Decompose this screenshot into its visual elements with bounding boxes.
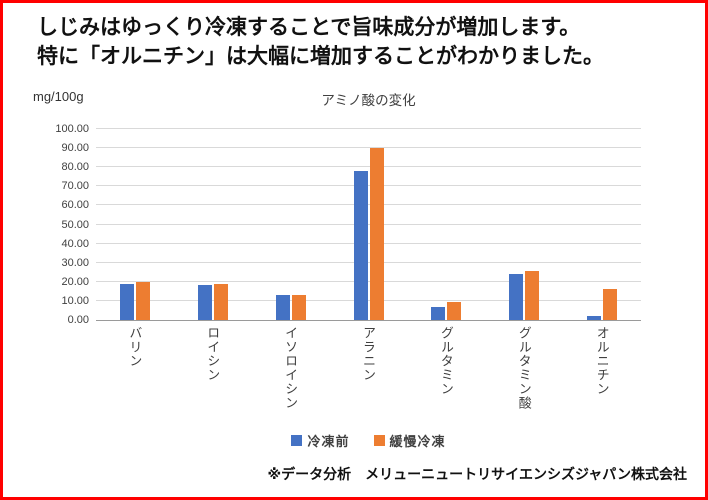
bar-冷凍前-グルタミン: [431, 306, 446, 320]
category-cell: グルタミン: [407, 326, 485, 426]
category-cell: オルニチン: [563, 326, 641, 426]
footer-note: ※データ分析 メリューニュートリサイエンシズジャパン株式会社: [267, 466, 687, 482]
gridline: [96, 128, 641, 129]
bar-group-ロイシン: [174, 129, 252, 320]
bar-chart: mg/100g アミノ酸の変化 0.00 10.00 20.00 30.00 40.00…: [31, 87, 683, 450]
legend-swatch-icon: [291, 435, 303, 446]
y-axis-tick-label: 40.00: [61, 237, 89, 250]
category-cell: ロイシン: [174, 326, 252, 426]
bar-緩慢冷凍-オルニチン: [603, 288, 618, 320]
y-axis-tick-label: 10.00: [61, 294, 89, 307]
y-axis-tick-label: 80.00: [61, 161, 89, 174]
bar-冷凍前-オルニチン: [587, 316, 602, 320]
ytick-layer: 0.00 10.00 20.00 30.00 40.00 50.00 60.00 70.00 8…: [55, 123, 641, 326]
y-axis-tick-label: 100.00: [55, 123, 89, 135]
bar-group-オルニチン: [563, 129, 641, 320]
category-label: オルニチン: [594, 326, 610, 396]
gridline: [96, 299, 641, 301]
headline-line-1: しじみはゆっくり冷凍することで旨味成分が増加します。: [37, 16, 581, 39]
category-label: アラニン: [361, 326, 376, 382]
y-axis-tick-label: 50.00: [61, 218, 89, 231]
category-cell: グルタミン酸: [485, 326, 563, 426]
bar-group-アラニン: [330, 129, 408, 320]
headline: しじみはゆっくり冷凍することで旨味成分が増加します。 特に「オルニチン」は大幅に…: [3, 3, 705, 72]
category-cell: イソロイシン: [252, 326, 330, 426]
chart-title: アミノ酸の変化: [321, 93, 416, 108]
bar-緩慢冷凍-イソロイシン: [291, 295, 306, 320]
y-axis-tick-label: 90.00: [61, 142, 89, 155]
legend-swatch-icon: [373, 435, 385, 446]
gridline: [96, 261, 641, 263]
legend: 冷凍前 緩慢冷凍: [96, 431, 641, 450]
category-label: イソロイシン: [283, 326, 299, 410]
legend-label: 緩慢冷凍: [389, 434, 446, 449]
bar-group-イソロイシン: [252, 129, 330, 320]
bar-冷凍前-イソロイシン: [275, 295, 290, 320]
y-axis-tick-label: 0.00: [67, 314, 89, 326]
legend-item: 緩慢冷凍: [373, 431, 446, 450]
y-axis-unit-label: mg/100g: [33, 89, 84, 104]
category-label: バリン: [127, 326, 143, 368]
bar-group-グルタミン酸: [485, 129, 563, 320]
gridline: [96, 147, 641, 149]
legend-label: 冷凍前: [307, 434, 350, 449]
gridline: [96, 185, 641, 187]
category-cell: バリン: [96, 326, 174, 426]
category-cell: アラニン: [330, 326, 408, 426]
gridline: [96, 223, 641, 225]
category-label: グルタミン酸: [516, 326, 532, 410]
bar-冷凍前-グルタミン酸: [509, 274, 524, 320]
legend-item: 冷凍前: [291, 431, 349, 450]
bar-冷凍前-ロイシン: [197, 284, 212, 320]
y-axis-tick-label: 60.00: [61, 199, 89, 212]
y-axis-tick-label: 30.00: [61, 256, 89, 269]
grid-layer: [96, 128, 641, 320]
category-labels: バリン ロイシン イソロイシン アラニン グルタミン グルタミン酸 オルニチン: [96, 326, 641, 426]
gridline: [96, 204, 641, 206]
gridline: [96, 280, 641, 282]
bar-冷凍前-バリン: [119, 283, 134, 320]
bar-緩慢冷凍-バリン: [135, 281, 150, 320]
bar-group-グルタミン: [407, 129, 485, 320]
gridline: [96, 166, 641, 168]
headline-line-2: 特に「オルニチン」は大幅に増加することがわかりました。: [37, 44, 604, 68]
bars-layer: [96, 129, 641, 320]
category-label: ロイシン: [205, 326, 221, 382]
bar-緩慢冷凍-グルタミン酸: [525, 271, 540, 320]
bar-緩慢冷凍-ロイシン: [213, 283, 228, 320]
bar-group-バリン: [96, 129, 174, 320]
bar-緩慢冷凍-アラニン: [369, 148, 384, 320]
y-axis-tick-label: 20.00: [61, 275, 89, 288]
category-label: グルタミン: [438, 326, 454, 396]
gridline: [96, 242, 641, 244]
y-axis-tick-label: 70.00: [61, 180, 89, 193]
bar-緩慢冷凍-グルタミン: [447, 301, 462, 320]
bar-冷凍前-アラニン: [353, 171, 368, 320]
plot-area: 0.00 10.00 20.00 30.00 40.00 50.00 60.00 70.00 8…: [55, 123, 641, 326]
